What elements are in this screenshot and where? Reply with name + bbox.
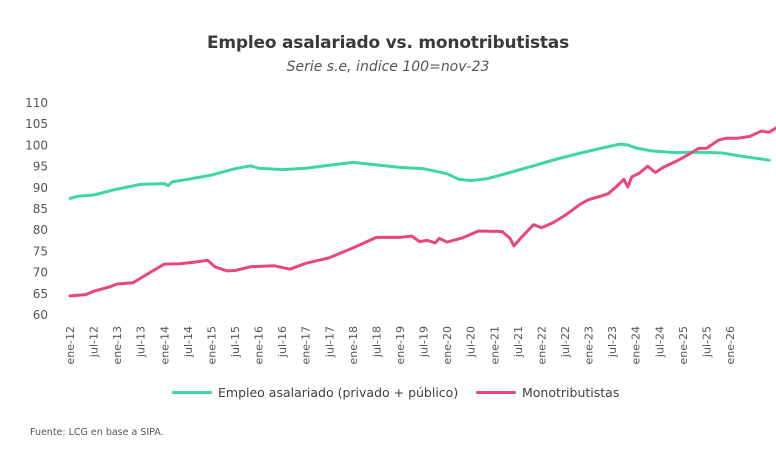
legend-item-monotributistas: Monotributistas (476, 385, 619, 400)
x-tick-label: ene-16 (253, 326, 266, 364)
x-tick-label: ene-12 (64, 326, 77, 364)
x-tick-label: jul-24 (653, 326, 666, 358)
chart-legend: Empleo asalariado (privado + público) Mo… (0, 385, 776, 405)
x-tick-label: jul-14 (182, 326, 195, 358)
legend-swatch-monotributistas (476, 391, 516, 394)
y-tick-label: 70 (33, 266, 48, 280)
x-tick-label: ene-21 (488, 326, 501, 364)
y-tick-label: 100 (25, 138, 48, 152)
x-tick-label: jul-19 (418, 326, 431, 358)
x-tick-label: ene-20 (441, 326, 454, 364)
x-tick-label: ene-26 (724, 326, 737, 364)
x-tick-label: ene-15 (205, 326, 218, 364)
x-tick-label: jul-13 (135, 326, 148, 358)
series-line-empleo-asalariado (68, 142, 771, 200)
y-tick-label: 65 (33, 287, 48, 301)
legend-item-empleo: Empleo asalariado (privado + público) (172, 385, 458, 400)
x-tick-label: jul-23 (606, 326, 619, 358)
series-line-monotributistas (68, 126, 776, 298)
x-tick-label: jul-12 (88, 326, 101, 358)
y-tick-label: 90 (33, 181, 48, 195)
x-tick-label: jul-17 (323, 326, 336, 358)
y-tick-label: 105 (25, 117, 48, 131)
x-tick-label: ene-23 (583, 326, 596, 364)
y-tick-label: 60 (33, 308, 48, 322)
x-tick-label: ene-17 (300, 326, 313, 364)
x-tick-label: ene-25 (677, 326, 690, 364)
x-tick-label: ene-24 (630, 326, 643, 364)
chart-title: Empleo asalariado vs. monotributistas (206, 33, 569, 53)
x-tick-label: ene-18 (347, 326, 360, 364)
legend-swatch-empleo (172, 391, 212, 394)
y-tick-label: 95 (33, 160, 48, 174)
source-footnote: Fuente: LCG en base a SIPA. (30, 427, 164, 438)
x-tick-label: ene-22 (535, 326, 548, 364)
legend-label-empleo: Empleo asalariado (privado + público) (218, 385, 459, 400)
chart-subtitle: Serie s.e, indice 100=nov-23 (286, 59, 490, 75)
y-tick-label: 85 (33, 202, 48, 216)
y-tick-label: 80 (33, 223, 48, 237)
legend-label-monotributistas: Monotributistas (522, 385, 620, 400)
x-tick-label: ene-13 (111, 326, 124, 364)
x-tick-label: jul-20 (465, 326, 478, 358)
x-tick-label: jul-22 (559, 326, 572, 358)
y-tick-label: 75 (33, 244, 48, 258)
x-tick-label: jul-25 (700, 326, 713, 358)
x-tick-label: jul-18 (370, 326, 383, 358)
x-tick-label: ene-19 (394, 326, 407, 364)
x-tick-label: jul-16 (276, 326, 289, 358)
y-tick-label: 110 (25, 96, 48, 110)
x-tick-label: jul-15 (229, 326, 242, 358)
x-tick-label: ene-14 (158, 326, 171, 364)
x-tick-label: jul-21 (512, 326, 525, 358)
